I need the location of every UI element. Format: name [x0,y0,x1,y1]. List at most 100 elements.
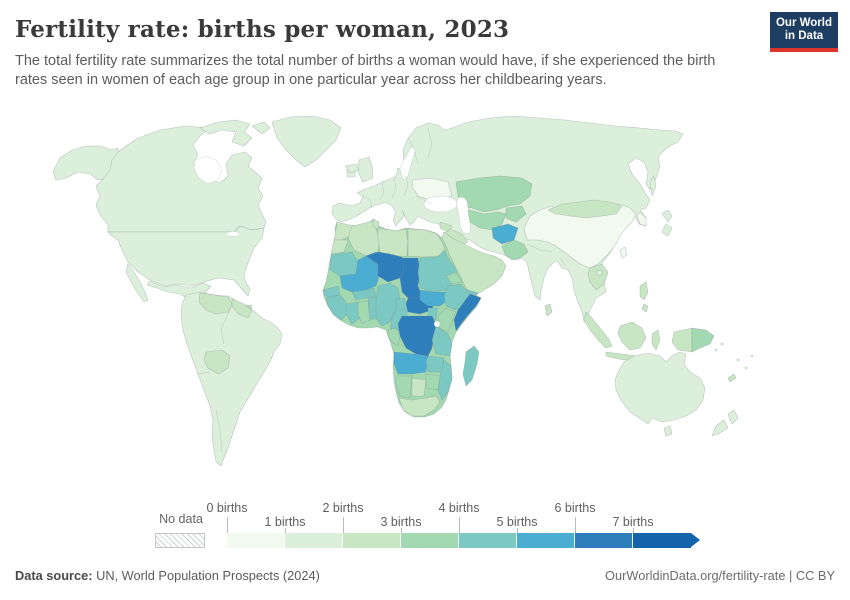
region-greenland[interactable] [271,115,342,168]
region-ivory-coast[interactable] [345,301,361,325]
legend-bin-7[interactable] [633,533,691,548]
region-south-sudan[interactable] [419,289,449,307]
region-australia[interactable] [614,351,706,425]
legend-tick-3 [401,528,402,533]
region-sri-lanka[interactable] [544,303,553,317]
europe-borders [362,127,567,267]
legend-tick-label-1: 1 births [264,515,306,529]
region-japan[interactable] [661,209,673,237]
legend-bin-4[interactable] [459,533,517,548]
region-canada[interactable] [95,125,267,233]
lake-victoria [433,320,441,328]
region-canada-arctic-islands[interactable] [199,119,271,147]
owid-logo-line2: in Data [784,30,824,42]
region-botswana[interactable] [411,377,427,397]
black-sea [423,195,458,213]
region-bolivia[interactable] [203,349,231,375]
region-madagascar[interactable] [462,345,480,387]
legend-tick-label-3: 3 births [380,515,422,529]
legend-bin-3[interactable] [401,533,459,548]
north-america [52,115,342,337]
legend-bin-5[interactable] [517,533,575,548]
region-borneo[interactable] [617,321,647,351]
owid-logo-line1: Our World [775,17,832,29]
south-america-borders [197,305,233,453]
region-egypt[interactable] [407,228,447,258]
owid-logo[interactable]: Our World in Data [770,12,838,52]
region-sakhalin[interactable] [649,175,657,197]
data-source-label: Data source: [15,568,93,583]
region-mongolia[interactable] [547,199,623,219]
region-zimbabwe[interactable] [425,373,441,391]
region-south-africa[interactable] [398,395,441,417]
legend-tick-label-4: 4 births [438,501,480,515]
legend-tick-2 [343,517,344,533]
legend-tick-1 [285,528,286,533]
region-venezuela[interactable] [198,292,233,315]
region-somalia[interactable] [453,293,482,332]
region-sulawesi[interactable] [651,329,661,351]
legend-tick-0 [227,517,228,533]
region-taiwan[interactable] [619,246,628,259]
data-source: Data source: UN, World Population Prospe… [15,568,320,583]
region-pacific-islands[interactable] [714,342,754,370]
region-pakistan[interactable] [501,239,529,261]
region-ghana[interactable] [357,300,371,325]
region-united-states[interactable] [107,225,265,297]
great-lakes [225,231,241,237]
region-philippines[interactable] [639,281,649,313]
legend-color-bar[interactable] [227,533,691,548]
region-burkina-faso[interactable] [351,287,377,301]
region-new-zealand[interactable] [711,409,739,437]
region-namibia[interactable] [395,375,413,399]
region-indochina[interactable] [587,263,609,291]
region-tanzania[interactable] [431,325,453,357]
legend-bin-6[interactable] [575,533,633,548]
region-zambia[interactable] [425,355,445,373]
data-source-text: UN, World Population Prospects (2024) [92,568,320,583]
legend-bin-1[interactable] [285,533,343,548]
region-korea[interactable] [636,211,647,227]
region-south-america[interactable] [180,291,283,467]
region-kenya[interactable] [437,307,457,333]
chart-footer: Data source: UN, World Population Prospe… [15,568,835,583]
region-western-sahara[interactable] [330,239,349,255]
region-iceland[interactable] [344,163,360,174]
region-papua-new-guinea[interactable] [691,327,715,353]
region-guinea[interactable] [325,294,349,321]
legend-tick-label-0: 0 births [206,501,248,515]
region-eritrea[interactable] [445,271,463,285]
south-america [180,291,283,467]
baltic-sea [399,145,417,181]
legend-tick-6 [575,517,576,533]
region-mauritania[interactable] [329,251,359,277]
legend-tick-label-2: 2 births [322,501,364,515]
region-libya[interactable] [377,227,409,259]
legend-tick-4 [459,517,460,533]
legend-no-data-label: No data [159,512,203,526]
region-dr-congo[interactable] [397,315,437,357]
region-kyrgyz-tajik[interactable] [505,205,527,223]
legend-bin-2[interactable] [343,533,401,548]
legend-no-data-swatch[interactable] [155,533,205,548]
region-guyanas[interactable] [231,298,253,319]
region-tasmania[interactable] [663,425,673,437]
oceania [583,281,754,437]
region-hainan[interactable] [596,269,603,276]
region-new-guinea-west[interactable] [671,327,693,353]
hudson-bay [193,155,223,185]
chart-subtitle: The total fertility rate summarizes the … [15,53,716,88]
footer-link[interactable]: OurWorldinData.org/fertility-rate | CC B… [605,568,835,583]
region-angola[interactable] [393,351,429,375]
region-uk[interactable] [357,156,374,183]
region-congo-gabon[interactable] [387,327,401,347]
region-senegal[interactable] [322,285,341,299]
legend-arrow-icon [691,533,700,547]
region-syria[interactable] [439,221,453,233]
region-sumatra[interactable] [583,311,613,349]
region-baja[interactable] [125,263,149,303]
legend-bin-0[interactable] [227,533,285,548]
region-new-caledonia[interactable] [727,373,737,383]
